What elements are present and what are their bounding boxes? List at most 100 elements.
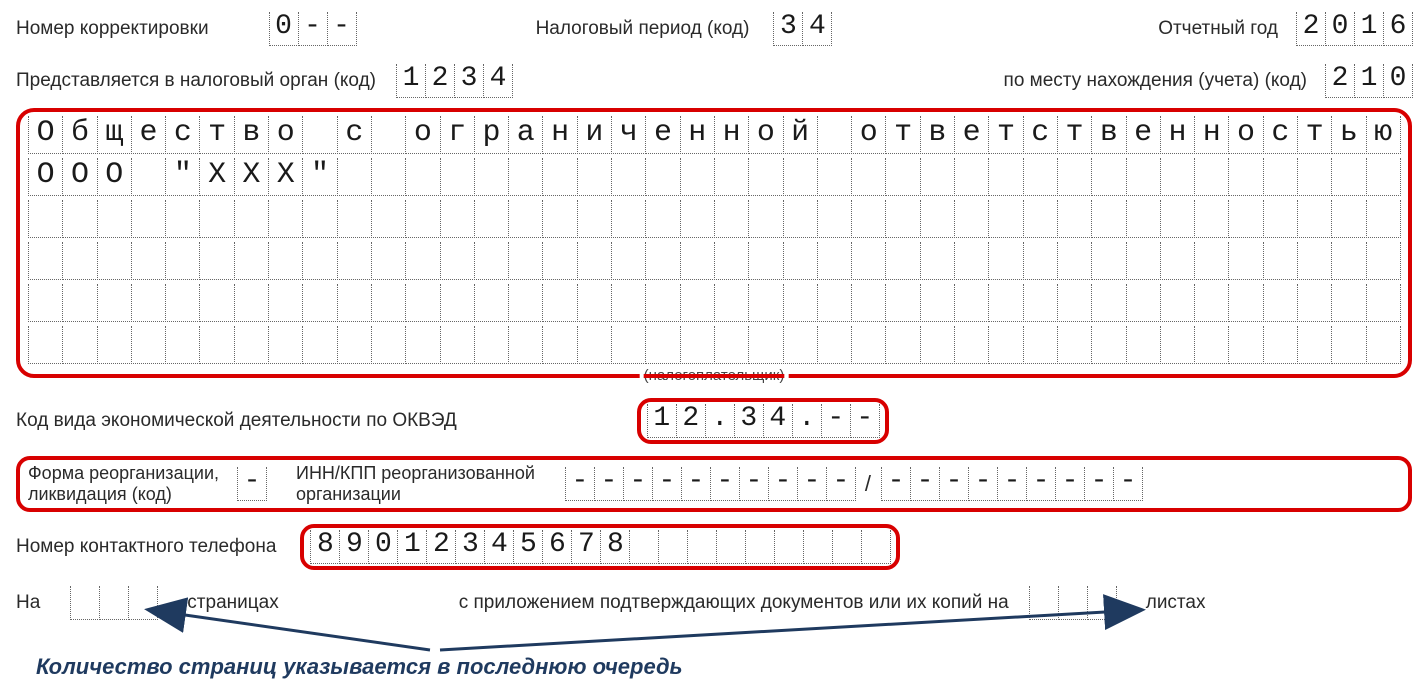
- input-cell: [714, 242, 749, 280]
- input-cell: 0: [1383, 64, 1413, 98]
- input-cell: [988, 242, 1023, 280]
- row-authority-location: Представляется в налоговый орган (код) 1…: [16, 60, 1412, 102]
- input-cell: [440, 200, 475, 238]
- label-authority: Представляется в налоговый орган (код): [16, 70, 376, 92]
- input-cell: [440, 326, 475, 364]
- input-cell: 4: [484, 530, 514, 564]
- input-cell: [954, 326, 989, 364]
- input-cell: [371, 284, 406, 322]
- input-cell: [920, 242, 955, 280]
- taxpayer-name-row: [28, 242, 1400, 280]
- input-cell: [28, 200, 63, 238]
- input-cell: [954, 158, 989, 196]
- label-pages-word: страницах: [187, 592, 278, 614]
- input-cell: [1366, 284, 1401, 322]
- taxpayer-name-block: Общество с ограниченной ответственностью…: [16, 108, 1412, 378]
- input-cell: [817, 158, 852, 196]
- input-cell: [954, 242, 989, 280]
- input-cell: -: [565, 467, 595, 501]
- input-cell: -: [594, 467, 624, 501]
- input-cell: в: [1091, 116, 1126, 154]
- input-cell: [1228, 284, 1263, 322]
- input-cell: [508, 242, 543, 280]
- input-cell: [131, 200, 166, 238]
- input-cell: [1263, 326, 1298, 364]
- input-cell: [302, 242, 337, 280]
- input-cell: [371, 242, 406, 280]
- input-cell: [1297, 326, 1332, 364]
- input-cell: [199, 284, 234, 322]
- input-cell: [1297, 200, 1332, 238]
- input-cell: [542, 326, 577, 364]
- taxpayer-name-row: [28, 326, 1400, 364]
- input-cell: [337, 326, 372, 364]
- input-cell: [748, 158, 783, 196]
- input-cell: 2: [426, 530, 456, 564]
- input-cell: [1058, 586, 1088, 620]
- input-cell: [748, 242, 783, 280]
- input-cell: 3: [455, 530, 485, 564]
- input-cell: [165, 284, 200, 322]
- taxpayer-name-row: Общество с ограниченной ответственностью: [28, 116, 1400, 154]
- input-cell: [302, 284, 337, 322]
- input-cell: [131, 326, 166, 364]
- input-cell: т: [1057, 116, 1092, 154]
- input-cell: [542, 200, 577, 238]
- input-cell: [988, 158, 1023, 196]
- input-cell: [803, 530, 833, 564]
- input-cell: [337, 158, 372, 196]
- input-cell: и: [577, 116, 612, 154]
- input-cell: Х: [199, 158, 234, 196]
- input-cell: т: [885, 116, 920, 154]
- input-cell: -: [681, 467, 711, 501]
- input-cell: [508, 158, 543, 196]
- input-cell: [62, 326, 97, 364]
- input-cell: [1194, 158, 1229, 196]
- input-cell: О: [28, 116, 63, 154]
- label-correction: Номер корректировки: [16, 18, 209, 40]
- cells-year: 2016: [1296, 12, 1412, 46]
- input-cell: 3: [454, 64, 484, 98]
- input-cell: [131, 242, 166, 280]
- input-cell: [405, 200, 440, 238]
- cells-reorg-kpp: ---------: [881, 467, 1142, 501]
- input-cell: 2: [1296, 12, 1326, 46]
- input-cell: -: [1026, 467, 1056, 501]
- input-cell: [954, 284, 989, 322]
- input-cell: [199, 326, 234, 364]
- input-cell: [302, 200, 337, 238]
- input-cell: [1023, 284, 1058, 322]
- input-cell: [440, 242, 475, 280]
- input-cell: [1263, 200, 1298, 238]
- input-cell: [1194, 284, 1229, 322]
- highlight-okved: 12.34.--: [637, 398, 889, 444]
- input-cell: [97, 242, 132, 280]
- input-cell: [1331, 200, 1366, 238]
- input-cell: [542, 284, 577, 322]
- input-cell: [680, 326, 715, 364]
- input-cell: с: [165, 116, 200, 154]
- input-cell: [1057, 200, 1092, 238]
- input-cell: о: [748, 116, 783, 154]
- row-reorg-highlight: Форма реорганизации, ликвидация (код) - …: [16, 456, 1412, 512]
- input-cell: [851, 200, 886, 238]
- input-cell: [1087, 586, 1117, 620]
- input-cell: [474, 284, 509, 322]
- input-cell: [1331, 242, 1366, 280]
- input-cell: [817, 116, 852, 154]
- input-cell: [28, 242, 63, 280]
- input-cell: [1057, 326, 1092, 364]
- input-cell: [1228, 200, 1263, 238]
- input-cell: [99, 586, 129, 620]
- input-cell: [371, 326, 406, 364]
- input-cell: [716, 530, 746, 564]
- input-cell: 0: [269, 12, 299, 46]
- input-cell: 3: [773, 12, 803, 46]
- input-cell: 9: [339, 530, 369, 564]
- input-cell: [405, 242, 440, 280]
- input-cell: 1: [1354, 12, 1384, 46]
- input-cell: [1057, 284, 1092, 322]
- input-cell: [748, 200, 783, 238]
- input-cell: 5: [513, 530, 543, 564]
- input-cell: [1331, 326, 1366, 364]
